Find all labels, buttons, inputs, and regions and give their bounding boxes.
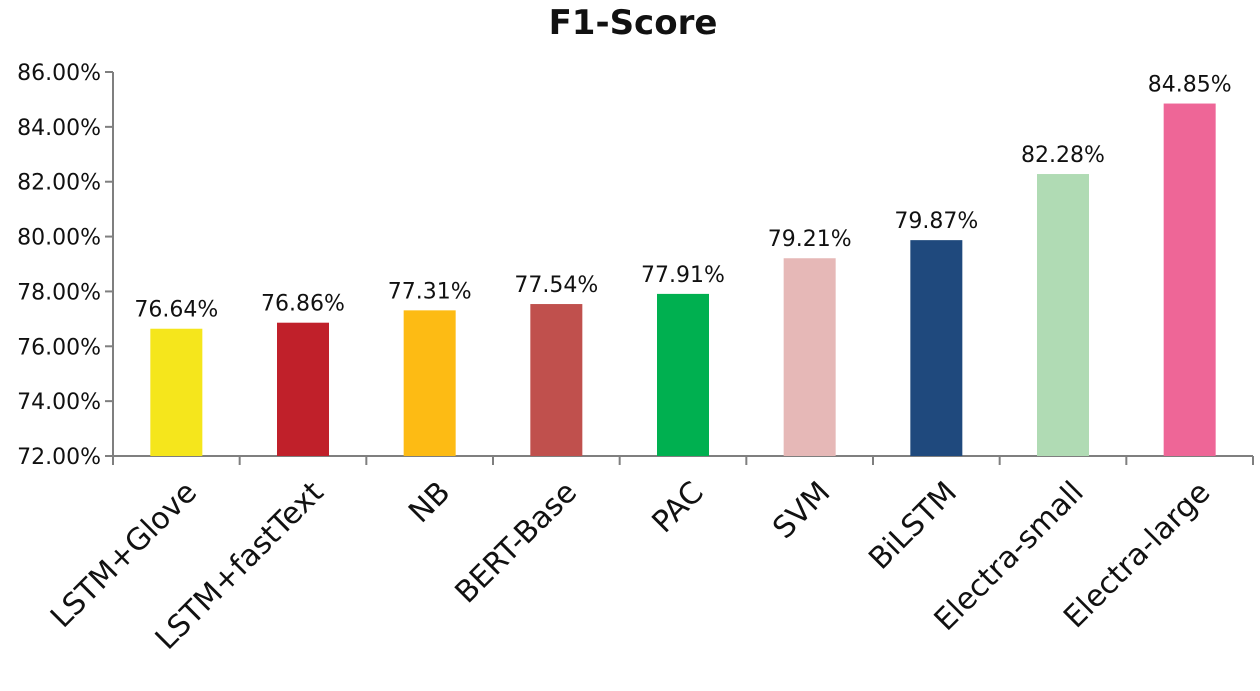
data-label: 76.86% <box>261 292 345 317</box>
y-tick-label: 74.00% <box>17 390 101 415</box>
bar-electra-small <box>1037 174 1089 456</box>
x-tick-label: NB <box>402 475 457 530</box>
x-axis <box>112 455 1254 465</box>
y-tick-label: 72.00% <box>17 445 101 470</box>
bar-electra-large <box>1163 103 1216 457</box>
y-tick-label: 86.00% <box>17 61 101 86</box>
data-label: 79.21% <box>768 227 852 252</box>
x-tick-label: BERT-Base <box>449 475 584 610</box>
data-labels: 76.64% 76.86% 77.31% 77.54% 77.91% 79.21% 79.8… <box>134 73 1231 323</box>
bar-pac <box>657 293 709 456</box>
y-tick-label: 76.00% <box>17 335 101 360</box>
y-tick-label: 80.00% <box>17 226 101 251</box>
data-label: 77.54% <box>514 273 598 298</box>
bar-svm <box>783 258 836 456</box>
data-label: 82.28% <box>1021 143 1105 168</box>
x-tick-label: SVM <box>766 475 837 546</box>
bar-lstm-glove <box>150 328 203 456</box>
bar-bilstm <box>910 240 963 456</box>
y-tick-label: 82.00% <box>17 171 101 196</box>
bar-lstm-fasttext <box>277 322 329 456</box>
bar-nb <box>403 310 456 456</box>
data-label: 76.64% <box>134 298 218 323</box>
y-tick-label: 84.00% <box>17 116 101 141</box>
data-label: 77.31% <box>388 279 472 304</box>
data-label: 79.87% <box>894 209 978 234</box>
data-label: 84.85% <box>1148 73 1232 98</box>
x-tick-label: BiLSTM <box>862 475 964 577</box>
y-tick-label: 78.00% <box>17 280 101 305</box>
bar-bert-base <box>530 304 583 456</box>
chart-title: F1-Score <box>549 3 718 43</box>
x-tick-label: PAC <box>646 475 711 540</box>
y-axis: 72.00% 74.00% 76.00% 78.00% 80.00% 82.00% 84.0… <box>17 61 114 470</box>
bars <box>150 103 1216 457</box>
data-label: 77.91% <box>641 263 725 288</box>
